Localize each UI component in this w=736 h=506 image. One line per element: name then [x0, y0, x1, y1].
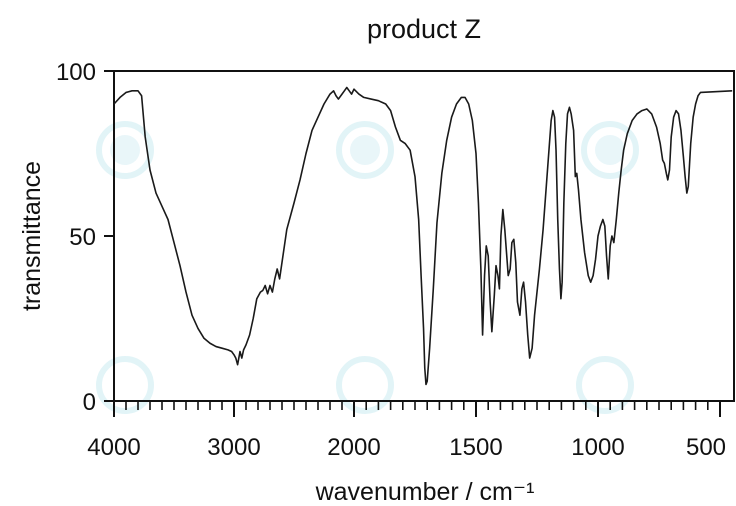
y-tick-label: 50	[69, 224, 96, 251]
x-tick-label: 3000	[207, 434, 260, 461]
y-tick-label: 100	[56, 59, 96, 86]
y-axis-ticks: 0 50 100	[56, 59, 114, 416]
x-tick-label: 500	[686, 434, 726, 461]
spectrum-line	[113, 86, 733, 386]
x-axis-title: wavenumber / cm⁻¹	[315, 478, 535, 506]
y-axis-title: transmittance	[18, 161, 46, 311]
watermark	[96, 121, 639, 414]
chart-title: product Z	[367, 14, 481, 44]
y-tick-label: 0	[83, 389, 96, 416]
x-tick-label: 1000	[571, 434, 624, 461]
x-axis-ticks: 4000 3000 2000 1500 1000 500	[87, 401, 726, 461]
x-tick-label: 4000	[87, 434, 140, 461]
x-tick-label: 2000	[327, 434, 380, 461]
x-tick-label: 1500	[449, 434, 502, 461]
